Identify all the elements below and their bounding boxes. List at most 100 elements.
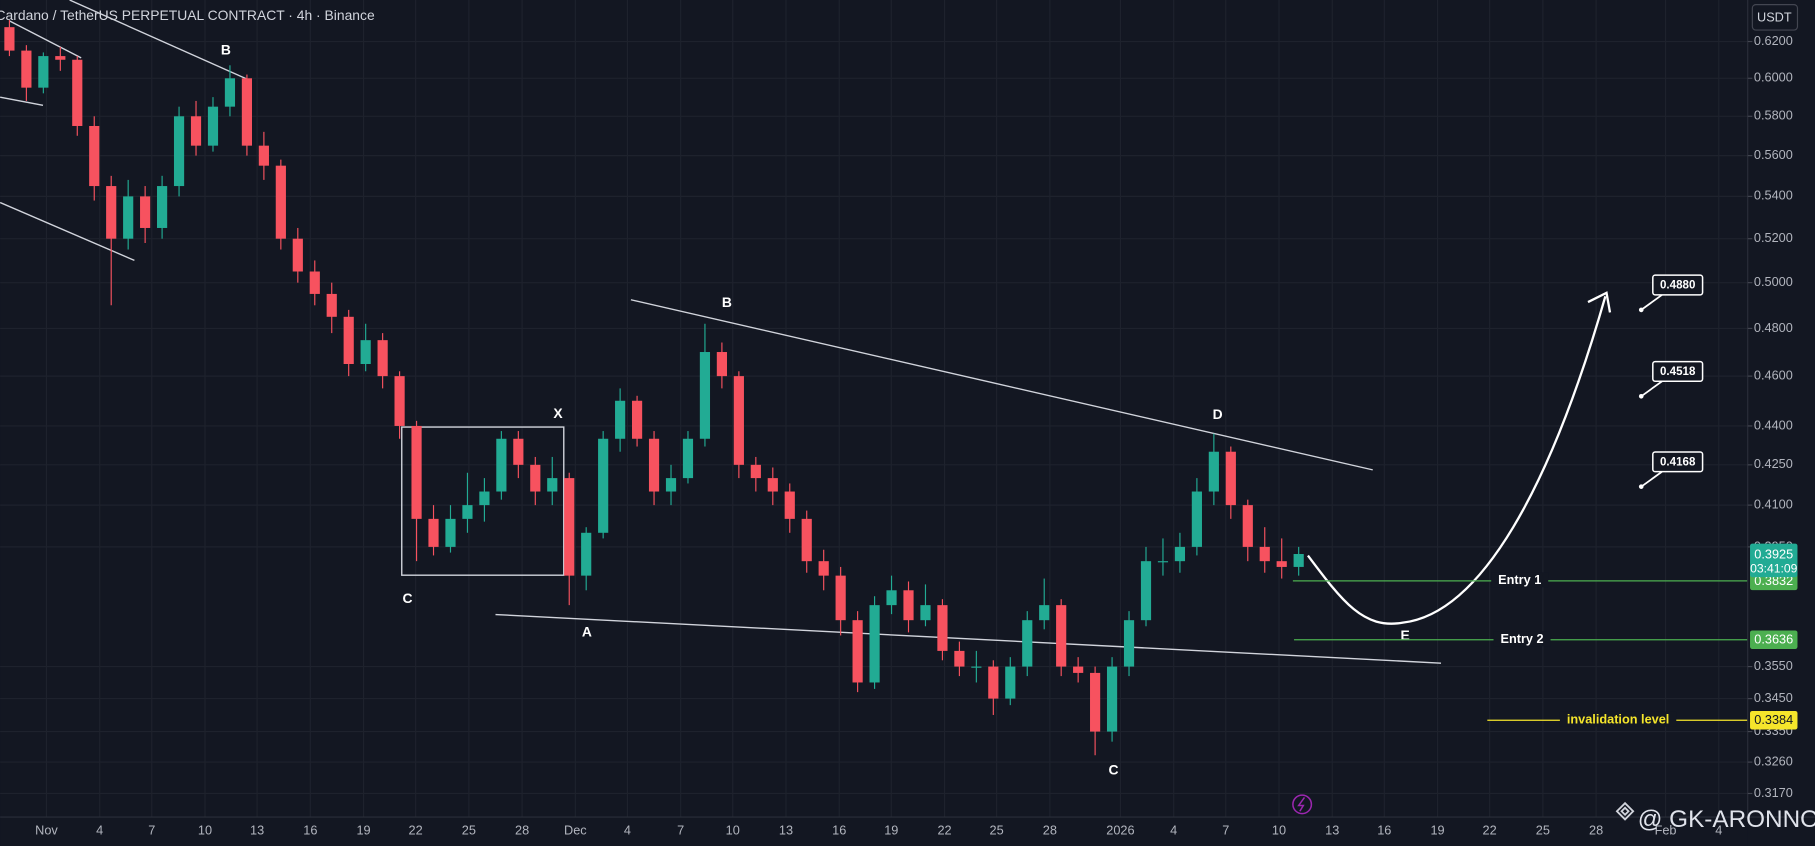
candle-body <box>479 491 490 506</box>
candle-body <box>207 106 219 146</box>
x-tick-label: 16 <box>303 822 317 837</box>
level-price-box <box>1750 710 1798 730</box>
candles <box>4 20 1304 756</box>
candle-body <box>1073 666 1084 673</box>
level-price: 0.3384 <box>1754 712 1793 727</box>
candle-body <box>1140 561 1152 621</box>
y-tick-label: 0.5000 <box>1754 274 1793 289</box>
candle-body <box>140 196 151 228</box>
candle-body <box>699 352 711 439</box>
candle-body <box>835 575 846 621</box>
candle-body <box>275 165 286 239</box>
candle-body <box>309 271 320 294</box>
target-box <box>1652 360 1704 382</box>
candle-body <box>1208 451 1219 492</box>
watermark-icon <box>1615 801 1635 821</box>
candle-body <box>784 491 795 519</box>
candle-body <box>886 590 897 606</box>
wave-label: B <box>722 294 732 310</box>
last-price: 0.3925 <box>1754 547 1793 562</box>
overlay: B X C A B D C E Cardano / TetherUS PERPE… <box>0 7 1748 815</box>
candle-body <box>1056 605 1067 667</box>
candle-body <box>292 238 303 272</box>
target-label: 0.4518 <box>1660 366 1696 378</box>
target-label: 0.4168 <box>1660 456 1696 468</box>
x-tick-label: 25 <box>1536 822 1550 837</box>
candle-body <box>55 56 66 60</box>
candle-body <box>547 478 558 492</box>
candle-body <box>4 27 15 51</box>
trendline <box>9 20 82 59</box>
x-tick-label: Nov <box>35 822 58 837</box>
x-tick-label: 7 <box>1222 822 1229 837</box>
trendline <box>495 613 1442 664</box>
candle-body <box>241 78 253 146</box>
candle-body <box>1225 451 1236 506</box>
y-tick-label: 0.5200 <box>1754 230 1793 245</box>
candle-body <box>157 186 168 228</box>
candle-body <box>954 650 965 667</box>
y-tick-label: 0.4600 <box>1754 367 1793 382</box>
candle-body <box>1157 561 1169 563</box>
x-tick-label: 16 <box>832 822 846 837</box>
candle-body <box>869 605 880 683</box>
candle-body <box>190 116 202 146</box>
y-tick-label: 0.4800 <box>1754 320 1793 335</box>
candle-body <box>462 505 473 519</box>
wave-label: A <box>582 624 592 640</box>
y-tick-label: 0.4250 <box>1754 456 1793 471</box>
x-tick-label: 19 <box>1430 822 1444 837</box>
trendline <box>69 0 252 82</box>
candle-body <box>801 518 812 562</box>
x-tick-label: 4 <box>96 822 103 837</box>
x-tick-label: Dec <box>564 822 587 837</box>
target-box <box>1652 274 1704 296</box>
candle-body <box>496 438 507 492</box>
wave-label: X <box>553 405 563 421</box>
wave-label: D <box>1213 406 1223 422</box>
candle-body <box>123 196 134 239</box>
candle-body <box>1022 620 1033 667</box>
arrow-head <box>1587 291 1612 313</box>
candle-body <box>343 316 354 365</box>
candle-body <box>530 464 541 492</box>
wave-label: C <box>403 590 413 606</box>
candle-body <box>750 464 761 479</box>
candle-body <box>1242 505 1253 547</box>
candle-body <box>21 50 32 88</box>
candle-body <box>564 478 575 576</box>
level-label: invalidation level <box>1567 712 1670 727</box>
candle-body <box>38 56 49 88</box>
y-tick-label: 0.6000 <box>1754 70 1793 85</box>
level-price: 0.3636 <box>1754 632 1793 647</box>
target-pointer <box>1640 294 1663 311</box>
trendline <box>0 96 44 106</box>
y-tick-label: 0.5600 <box>1754 147 1793 162</box>
unit-label: USDT <box>1757 9 1792 24</box>
y-tick-label: 0.6200 <box>1754 33 1793 48</box>
alert-icon[interactable] <box>1292 794 1313 815</box>
candle-body <box>224 78 236 107</box>
candle-body <box>615 400 626 439</box>
x-tick-label: 28 <box>1043 822 1057 837</box>
wave-label: C <box>1108 761 1118 777</box>
x-tick-label: 13 <box>779 822 793 837</box>
y-tick-label: 0.3550 <box>1754 658 1793 673</box>
y-tick-label: 0.5400 <box>1754 188 1793 203</box>
x-tick-label: 10 <box>198 822 212 837</box>
x-tick-label: 13 <box>1325 822 1339 837</box>
candle-body <box>106 186 117 239</box>
watermark-text: @ GK-ARONNO <box>1638 806 1815 833</box>
candle-body <box>1005 666 1016 699</box>
unit-box[interactable] <box>1751 4 1799 31</box>
candle-body <box>428 518 439 547</box>
candle-body <box>1123 620 1135 667</box>
candle-body <box>581 532 592 576</box>
x-tick-label: 4 <box>624 822 631 837</box>
candle-body <box>377 340 388 377</box>
candle-body <box>360 340 371 365</box>
candle-body <box>988 666 999 699</box>
countdown: 03:41:09 <box>1750 561 1798 575</box>
trendline <box>630 299 1373 471</box>
